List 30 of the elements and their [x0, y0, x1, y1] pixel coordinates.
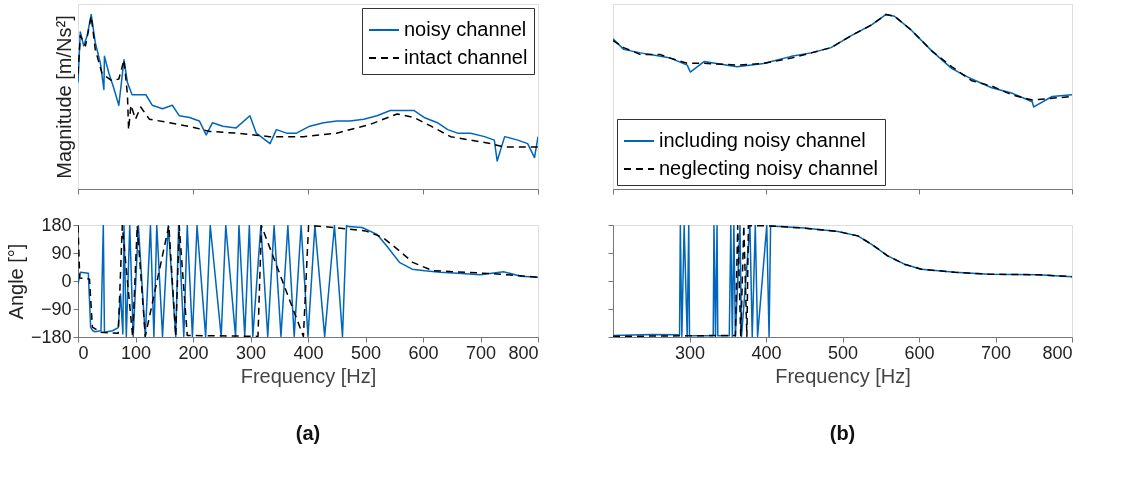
legend-label: intact channel [404, 46, 528, 68]
x-tick-label: 400 [751, 342, 782, 363]
x-tick-label: 300 [674, 342, 706, 363]
y-tick-label: 90 [51, 242, 72, 263]
x-tick-label: 0 [78, 342, 89, 363]
x-tick-label: 600 [904, 342, 935, 363]
y-tick-label: 180 [41, 214, 72, 235]
x-tick-label: 600 [408, 342, 439, 363]
x-axis-title: Frequency [Hz] [240, 364, 377, 387]
text: (b) [829, 422, 856, 444]
y-tick-label: −180 [30, 326, 72, 347]
legend-label: including noisy channel [659, 129, 866, 151]
x-tick-label: 800 [508, 342, 539, 363]
x-tick-label: 500 [827, 342, 859, 363]
x-tick-label: 100 [120, 342, 152, 363]
x-tick-label: 300 [235, 342, 267, 363]
text: (a) [295, 422, 321, 444]
legend-label: neglecting noisy channel [659, 157, 879, 179]
y-axis-title: Magnitude [m/Ns²] [52, 15, 75, 179]
x-tick-label: 400 [293, 342, 324, 363]
x-axis-title: Frequency [Hz] [775, 364, 911, 387]
x-tick-label: 200 [178, 342, 209, 363]
x-tick-label: 500 [350, 342, 382, 363]
y-tick-label: −90 [40, 298, 72, 319]
x-tick-label: 700 [980, 342, 1012, 363]
x-tick-label: 700 [465, 342, 497, 363]
x-tick-label: 800 [1042, 342, 1073, 363]
legend-label: noisy channel [404, 18, 527, 40]
y-axis-title: Angle [°] [4, 243, 27, 320]
y-tick-label: 0 [61, 270, 72, 291]
